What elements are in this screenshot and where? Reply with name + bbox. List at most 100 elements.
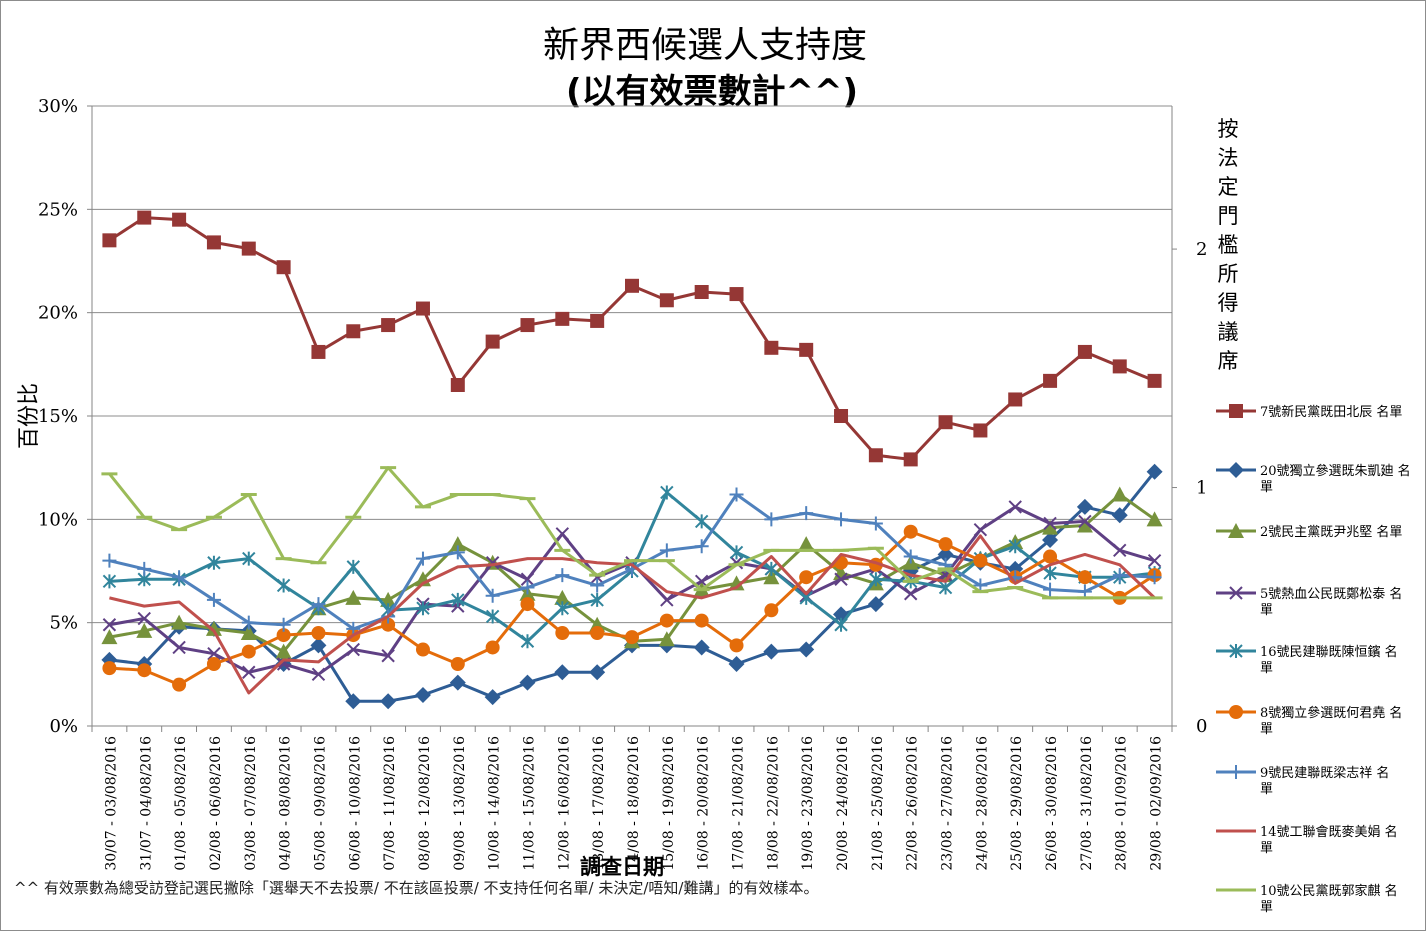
data-point xyxy=(694,539,709,554)
data-point xyxy=(728,656,745,672)
data-point xyxy=(346,324,361,339)
x-tick-label: 30/07 - 03/08/2016 xyxy=(103,736,119,871)
legend-label: 10號公民黨既郭家麒 名單 xyxy=(1260,883,1398,915)
data-point xyxy=(1229,644,1243,658)
legend-item: 5號熱血公民既鄭松泰 名單 xyxy=(1216,586,1402,618)
data-point xyxy=(311,597,326,612)
x-tick-label: 28/08 - 01/09/2016 xyxy=(1114,736,1130,871)
legend-item: 7號新民黨既田北辰 名單 xyxy=(1216,404,1402,420)
x-tick-label: 15/08 - 19/08/2016 xyxy=(661,736,677,871)
data-point xyxy=(206,592,221,607)
y-tick-label: 0% xyxy=(49,716,78,737)
legend-label-line2: 單 xyxy=(1260,900,1273,915)
data-point xyxy=(1111,507,1128,524)
data-point xyxy=(345,693,362,710)
data-point xyxy=(102,574,117,589)
data-point xyxy=(242,665,256,679)
x-tick-label: 26/08 - 30/08/2016 xyxy=(1044,736,1060,871)
data-point xyxy=(311,667,326,682)
data-point xyxy=(1076,517,1093,533)
data-point xyxy=(834,512,849,527)
data-point xyxy=(276,617,291,632)
data-point xyxy=(903,524,918,539)
legend-label-line1: 14號工聯會既麥美娟 名 xyxy=(1260,824,1398,840)
data-point xyxy=(1112,359,1127,374)
legend: 7號新民黨既田北辰 名單 20號獨立參選既朱凱廸 名單 2號民主黨既尹兆堅 名單 5號… xyxy=(1216,404,1411,915)
data-point xyxy=(485,640,500,655)
legend-label-line2: 單 xyxy=(1260,841,1273,856)
x-tick-label: 16/08 - 20/08/2016 xyxy=(696,736,712,871)
data-point xyxy=(416,601,430,616)
data-point xyxy=(205,620,222,636)
data-point xyxy=(798,536,815,552)
data-point xyxy=(868,448,883,463)
data-point xyxy=(799,570,814,585)
x-axis-label: 調查日期 xyxy=(580,854,664,879)
data-point xyxy=(763,643,780,660)
data-point xyxy=(1229,404,1243,418)
x-tick-label: 20/08 - 24/08/2016 xyxy=(835,736,851,871)
data-point xyxy=(799,506,814,521)
data-point xyxy=(555,601,570,616)
data-point xyxy=(938,580,953,595)
data-point xyxy=(1008,539,1022,554)
data-point xyxy=(1147,553,1162,568)
x-tick-label: 10/08 - 14/08/2016 xyxy=(487,736,503,871)
data-point xyxy=(589,664,606,681)
x-tick-label: 09/08 - 13/08/2016 xyxy=(452,736,468,871)
data-point xyxy=(798,641,815,658)
series-9 xyxy=(101,466,1163,600)
data-point xyxy=(381,617,396,632)
y2-label-char: 法 xyxy=(1218,146,1239,170)
data-point xyxy=(1008,500,1022,514)
data-point xyxy=(660,485,674,500)
legend-label-line2: 單 xyxy=(1260,722,1273,737)
data-point xyxy=(242,551,256,566)
data-point xyxy=(346,559,360,574)
data-point xyxy=(1043,566,1057,581)
data-point xyxy=(520,580,535,595)
data-point xyxy=(729,287,744,302)
y2-label-char: 席 xyxy=(1218,349,1239,373)
legend-label-line2: 單 xyxy=(1260,661,1273,676)
x-tick-label: 17/08 - 21/08/2016 xyxy=(731,736,747,871)
data-point xyxy=(101,629,118,645)
footnote: ^^ 有效票數為總受訪登記選民撇除「選舉天不去投票/ 不在該區投票/ 不支持任何… xyxy=(14,879,819,897)
y-tick-label: 10% xyxy=(38,509,78,530)
data-point xyxy=(450,378,465,392)
data-point xyxy=(1111,486,1128,502)
legend-label: 8號獨立參選既何君堯 名單 xyxy=(1260,705,1402,737)
x-tick-label: 14/08 - 18/08/2016 xyxy=(626,736,642,871)
data-point xyxy=(485,556,500,570)
data-point xyxy=(764,561,779,576)
data-point xyxy=(1229,705,1243,719)
data-point xyxy=(519,674,536,691)
data-point xyxy=(102,233,117,248)
x-tick-label: 25/08 - 29/08/2016 xyxy=(1009,736,1025,871)
y2-label-char: 所 xyxy=(1218,262,1239,286)
data-point xyxy=(867,596,884,613)
data-point xyxy=(171,614,188,630)
data-point xyxy=(345,589,362,605)
data-point xyxy=(1228,523,1244,538)
data-point xyxy=(659,293,674,308)
data-point xyxy=(555,311,570,326)
data-point xyxy=(1043,582,1058,597)
y2-tick-label: 1 xyxy=(1196,478,1207,499)
legend-label: 7號新民黨既田北辰 名單 xyxy=(1260,404,1402,420)
legend-label: 16號民建聯既陳恒鑌 名單 xyxy=(1260,644,1398,676)
data-point xyxy=(763,569,780,585)
legend-item: 9號民建聯既梁志祥 名單 xyxy=(1216,765,1389,797)
data-point xyxy=(137,561,152,576)
x-tick-label: 07/08 - 11/08/2016 xyxy=(382,736,398,871)
legend-item: 20號獨立參選既朱凱廸 名單 xyxy=(1216,462,1411,495)
x-tick-label: 12/08 - 16/08/2016 xyxy=(556,736,572,871)
data-point xyxy=(1043,549,1058,564)
x-tick-label: 05/08 - 09/08/2016 xyxy=(312,736,328,871)
data-point xyxy=(764,512,779,527)
y2-label-char: 按 xyxy=(1218,117,1239,141)
data-point xyxy=(484,689,501,706)
data-point xyxy=(1146,511,1163,527)
legend-label-line1: 10號公民黨既郭家麒 名 xyxy=(1260,883,1398,899)
